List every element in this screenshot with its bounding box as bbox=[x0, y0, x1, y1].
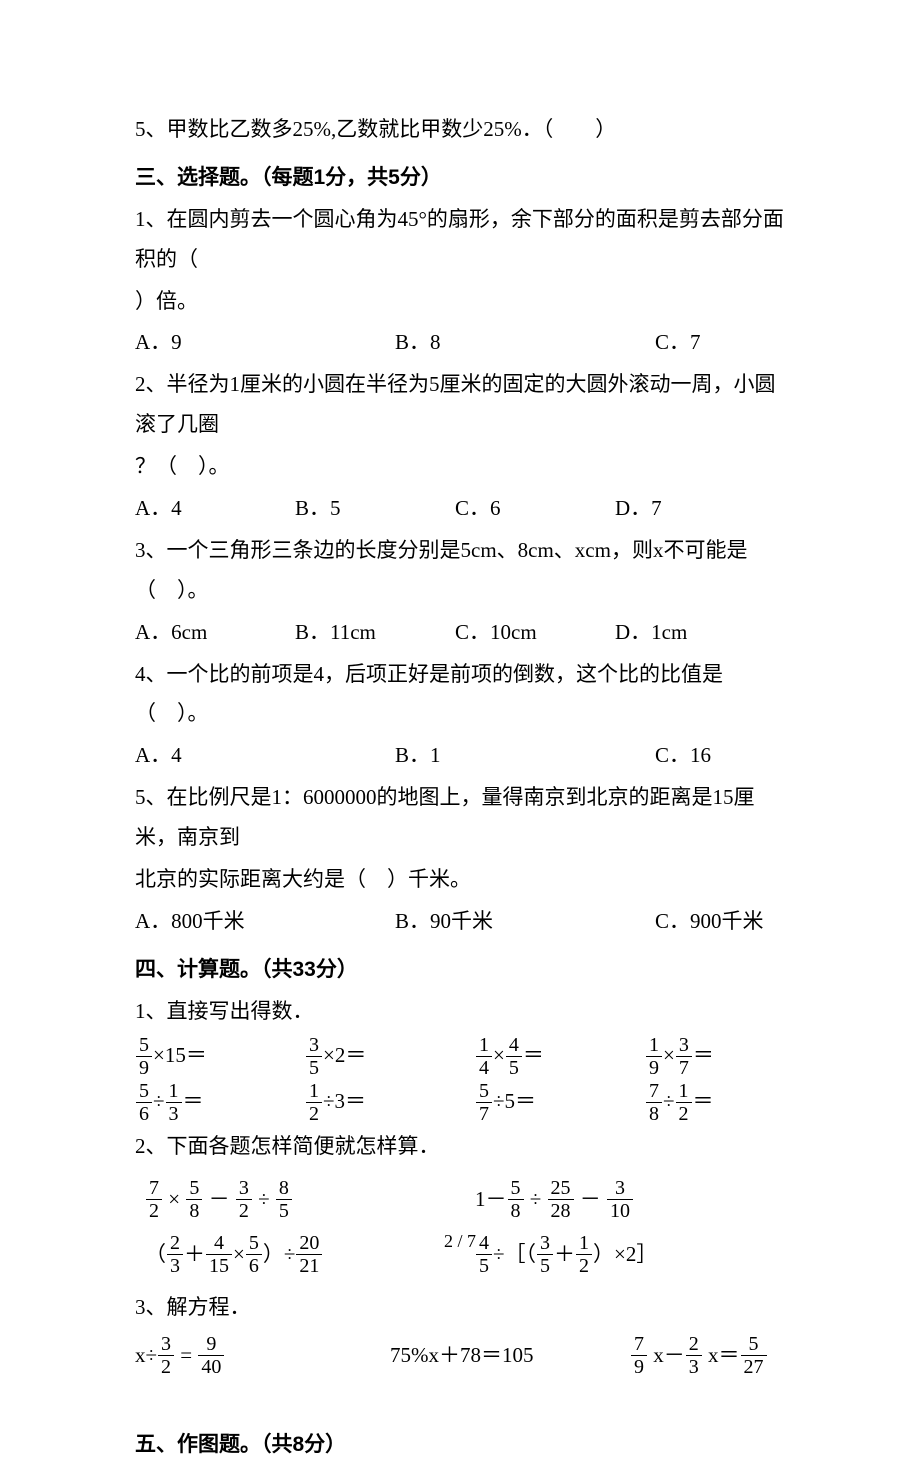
q3-2-choices: A．4 B．5 C．6 D．7 bbox=[135, 489, 785, 529]
expr: 59×15＝ bbox=[135, 1035, 305, 1078]
choice-a: A．6cm bbox=[135, 613, 295, 653]
choice-a: A．4 bbox=[135, 489, 295, 529]
q3-2-line1: 2、半径为1厘米的小圆在半径为5厘米的固定的大圆外滚动一周，小圆滚了几圈 bbox=[135, 365, 785, 445]
choice-c: C．16 bbox=[655, 736, 711, 776]
expr: 75%x＋78＝105 bbox=[390, 1336, 630, 1376]
q3-1-line1: 1、在圆内剪去一个圆心角为45°的扇形，余下部分的面积是剪去部分面积的（ bbox=[135, 200, 785, 280]
calc-row-2: 56÷13＝ 12÷3＝ 57÷5＝ 78÷12＝ bbox=[135, 1081, 785, 1124]
q4-2-label: 2、下面各题怎样简便就怎样算． bbox=[135, 1127, 785, 1167]
q3-1-line2: ）倍。 bbox=[135, 282, 785, 322]
expr: 56÷13＝ bbox=[135, 1081, 305, 1124]
expr: 19×37＝ bbox=[645, 1035, 815, 1078]
expr: 72 × 58 － 32 ÷ 85 bbox=[135, 1178, 475, 1221]
expr: 79 x－23 x＝527 bbox=[630, 1334, 785, 1377]
expr: 35×2＝ bbox=[305, 1035, 475, 1078]
choice-d: D．1cm bbox=[615, 613, 687, 653]
choice-a: A．4 bbox=[135, 736, 395, 776]
choice-d: D．7 bbox=[615, 489, 662, 529]
calc2-row-1: 72 × 58 － 32 ÷ 85 1－58 ÷ 2528 － 310 bbox=[135, 1178, 785, 1221]
expr: x÷32 = 940 bbox=[135, 1334, 390, 1377]
page-number: 2 / 7 bbox=[0, 1224, 920, 1258]
choice-b: B．1 bbox=[395, 736, 655, 776]
q3-4-choices: A．4 B．1 C．16 bbox=[135, 736, 785, 776]
expr: 78÷12＝ bbox=[645, 1081, 815, 1124]
q3-3-choices: A．6cm B．11cm C．10cm D．1cm bbox=[135, 613, 785, 653]
q3-2-line2: ？（ ）。 bbox=[135, 447, 785, 487]
choice-b: B．90千米 bbox=[395, 902, 655, 942]
choice-c: C．10cm bbox=[455, 613, 615, 653]
choice-b: B．5 bbox=[295, 489, 455, 529]
expr: 12÷3＝ bbox=[305, 1081, 475, 1124]
q4-3-label: 3、解方程． bbox=[135, 1288, 785, 1328]
q3-3-line1: 3、一个三角形三条边的长度分别是5cm、8cm、xcm，则x不可能是（ ）。 bbox=[135, 531, 785, 611]
q3-5-line2: 北京的实际距离大约是（ ）千米。 bbox=[135, 860, 785, 900]
expr: 57÷5＝ bbox=[475, 1081, 645, 1124]
section-3-title: 三、选择题。（每题1分，共5分） bbox=[135, 158, 785, 198]
section-5-title: 五、作图题。（共8分） bbox=[135, 1425, 785, 1465]
choice-c: C．900千米 bbox=[655, 902, 764, 942]
q4-1-label: 1、直接写出得数． bbox=[135, 992, 785, 1032]
choice-b: B．8 bbox=[395, 323, 655, 363]
q3-4-line1: 4、一个比的前项是4，后项正好是前项的倒数，这个比的比值是（ ）。 bbox=[135, 655, 785, 735]
choice-c: C．6 bbox=[455, 489, 615, 529]
choice-c: C．7 bbox=[655, 323, 701, 363]
choice-a: A．9 bbox=[135, 323, 395, 363]
expr: 1－58 ÷ 2528 － 310 bbox=[475, 1178, 785, 1221]
expr: 14×45＝ bbox=[475, 1035, 645, 1078]
eq-row: x÷32 = 940 75%x＋78＝105 79 x－23 x＝527 bbox=[135, 1334, 785, 1377]
q3-5-line1: 5、在比例尺是1：6000000的地图上，量得南京到北京的距离是15厘米，南京到 bbox=[135, 778, 785, 858]
choice-b: B．11cm bbox=[295, 613, 455, 653]
section-4-title: 四、计算题。（共33分） bbox=[135, 950, 785, 990]
q3-1-choices: A．9 B．8 C．7 bbox=[135, 323, 785, 363]
choice-a: A．800千米 bbox=[135, 902, 395, 942]
calc-row-1: 59×15＝ 35×2＝ 14×45＝ 19×37＝ bbox=[135, 1035, 785, 1078]
item-2-5: 5、甲数比乙数多25%,乙数就比甲数少25%．（ ） bbox=[135, 110, 785, 150]
q3-5-choices: A．800千米 B．90千米 C．900千米 bbox=[135, 902, 785, 942]
